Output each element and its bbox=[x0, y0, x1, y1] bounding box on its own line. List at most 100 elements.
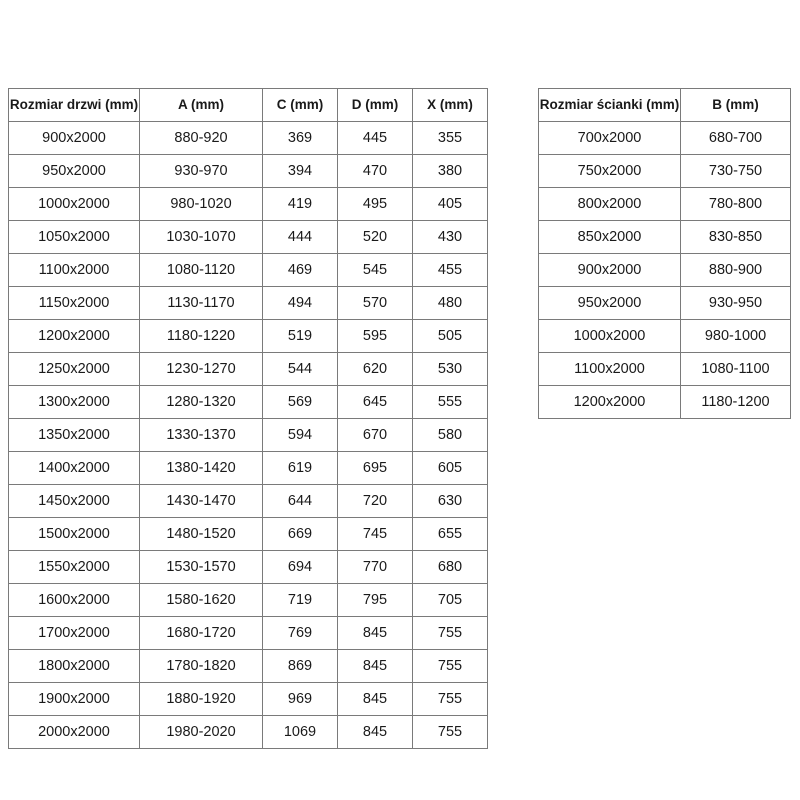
cell-wall-size: 900x2000 bbox=[538, 253, 681, 287]
cell-x: 755 bbox=[412, 649, 488, 683]
cell-d: 695 bbox=[337, 451, 413, 485]
cell-wall-size: 950x2000 bbox=[538, 286, 681, 320]
table-row: 2000x2000 1980-2020 1069 845 755 bbox=[8, 715, 488, 749]
table-header-row: Rozmiar ścianki (mm) B (mm) bbox=[538, 88, 791, 122]
door-size-table-head: Rozmiar drzwi (mm) A (mm) C (mm) D (mm) … bbox=[8, 88, 488, 122]
cell-b: 1180-1200 bbox=[680, 385, 791, 419]
cell-d: 720 bbox=[337, 484, 413, 518]
table-row: 1300x2000 1280-1320 569 645 555 bbox=[8, 385, 488, 419]
table-row: 1550x2000 1530-1570 694 770 680 bbox=[8, 550, 488, 584]
table-row: 900x2000 880-920 369 445 355 bbox=[8, 121, 488, 155]
cell-wall-size: 750x2000 bbox=[538, 154, 681, 188]
table-row: 750x2000 730-750 bbox=[538, 154, 791, 188]
cell-a: 1080-1120 bbox=[139, 253, 263, 287]
table-row: 1050x2000 1030-1070 444 520 430 bbox=[8, 220, 488, 254]
cell-a: 1130-1170 bbox=[139, 286, 263, 320]
cell-door-size: 1500x2000 bbox=[8, 517, 140, 551]
cell-x: 580 bbox=[412, 418, 488, 452]
column-header-d: D (mm) bbox=[337, 88, 413, 122]
cell-a: 930-970 bbox=[139, 154, 263, 188]
cell-c: 594 bbox=[262, 418, 338, 452]
door-size-table-body: 900x2000 880-920 369 445 355 950x2000 93… bbox=[8, 121, 488, 749]
cell-door-size: 1250x2000 bbox=[8, 352, 140, 386]
cell-door-size: 1800x2000 bbox=[8, 649, 140, 683]
cell-d: 845 bbox=[337, 616, 413, 650]
cell-a: 1230-1270 bbox=[139, 352, 263, 386]
cell-x: 530 bbox=[412, 352, 488, 386]
cell-c: 544 bbox=[262, 352, 338, 386]
table-row: 1150x2000 1130-1170 494 570 480 bbox=[8, 286, 488, 320]
cell-c: 394 bbox=[262, 154, 338, 188]
wall-panel-size-table-body: 700x2000 680-700 750x2000 730-750 800x20… bbox=[538, 121, 791, 419]
cell-x: 405 bbox=[412, 187, 488, 221]
wall-panel-size-table-head: Rozmiar ścianki (mm) B (mm) bbox=[538, 88, 791, 122]
table-row: 1000x2000 980-1000 bbox=[538, 319, 791, 353]
table-row: 950x2000 930-950 bbox=[538, 286, 791, 320]
cell-door-size: 1200x2000 bbox=[8, 319, 140, 353]
cell-door-size: 1150x2000 bbox=[8, 286, 140, 320]
cell-door-size: 1350x2000 bbox=[8, 418, 140, 452]
cell-d: 670 bbox=[337, 418, 413, 452]
table-row: 700x2000 680-700 bbox=[538, 121, 791, 155]
cell-c: 419 bbox=[262, 187, 338, 221]
cell-x: 755 bbox=[412, 616, 488, 650]
cell-c: 669 bbox=[262, 517, 338, 551]
cell-door-size: 950x2000 bbox=[8, 154, 140, 188]
cell-a: 1280-1320 bbox=[139, 385, 263, 419]
cell-d: 745 bbox=[337, 517, 413, 551]
table-row: 1800x2000 1780-1820 869 845 755 bbox=[8, 649, 488, 683]
table-row: 900x2000 880-900 bbox=[538, 253, 791, 287]
cell-d: 495 bbox=[337, 187, 413, 221]
cell-d: 845 bbox=[337, 682, 413, 716]
cell-d: 520 bbox=[337, 220, 413, 254]
cell-a: 880-920 bbox=[139, 121, 263, 155]
column-header-wall-size: Rozmiar ścianki (mm) bbox=[538, 88, 681, 122]
cell-c: 769 bbox=[262, 616, 338, 650]
cell-x: 605 bbox=[412, 451, 488, 485]
cell-a: 1680-1720 bbox=[139, 616, 263, 650]
cell-wall-size: 700x2000 bbox=[538, 121, 681, 155]
cell-wall-size: 1100x2000 bbox=[538, 352, 681, 386]
cell-c: 444 bbox=[262, 220, 338, 254]
cell-b: 1080-1100 bbox=[680, 352, 791, 386]
table-row: 1100x2000 1080-1100 bbox=[538, 352, 791, 386]
table-row: 1500x2000 1480-1520 669 745 655 bbox=[8, 517, 488, 551]
cell-a: 1530-1570 bbox=[139, 550, 263, 584]
cell-x: 355 bbox=[412, 121, 488, 155]
cell-wall-size: 800x2000 bbox=[538, 187, 681, 221]
cell-x: 430 bbox=[412, 220, 488, 254]
cell-x: 480 bbox=[412, 286, 488, 320]
cell-x: 555 bbox=[412, 385, 488, 419]
cell-door-size: 1300x2000 bbox=[8, 385, 140, 419]
cell-door-size: 1000x2000 bbox=[8, 187, 140, 221]
cell-d: 645 bbox=[337, 385, 413, 419]
cell-d: 570 bbox=[337, 286, 413, 320]
cell-door-size: 1550x2000 bbox=[8, 550, 140, 584]
cell-x: 680 bbox=[412, 550, 488, 584]
door-size-table: Rozmiar drzwi (mm) A (mm) C (mm) D (mm) … bbox=[8, 88, 488, 749]
cell-d: 445 bbox=[337, 121, 413, 155]
cell-d: 620 bbox=[337, 352, 413, 386]
cell-a: 1580-1620 bbox=[139, 583, 263, 617]
cell-b: 980-1000 bbox=[680, 319, 791, 353]
table-row: 1250x2000 1230-1270 544 620 530 bbox=[8, 352, 488, 386]
cell-wall-size: 850x2000 bbox=[538, 220, 681, 254]
table-row: 1200x2000 1180-1220 519 595 505 bbox=[8, 319, 488, 353]
table-row: 1900x2000 1880-1920 969 845 755 bbox=[8, 682, 488, 716]
table-row: 1600x2000 1580-1620 719 795 705 bbox=[8, 583, 488, 617]
cell-c: 369 bbox=[262, 121, 338, 155]
cell-a: 980-1020 bbox=[139, 187, 263, 221]
cell-d: 595 bbox=[337, 319, 413, 353]
cell-d: 795 bbox=[337, 583, 413, 617]
cell-door-size: 900x2000 bbox=[8, 121, 140, 155]
cell-wall-size: 1000x2000 bbox=[538, 319, 681, 353]
cell-c: 519 bbox=[262, 319, 338, 353]
table-row: 1450x2000 1430-1470 644 720 630 bbox=[8, 484, 488, 518]
table-row: 850x2000 830-850 bbox=[538, 220, 791, 254]
cell-c: 494 bbox=[262, 286, 338, 320]
cell-door-size: 1900x2000 bbox=[8, 682, 140, 716]
cell-a: 1780-1820 bbox=[139, 649, 263, 683]
cell-x: 505 bbox=[412, 319, 488, 353]
cell-x: 755 bbox=[412, 715, 488, 749]
